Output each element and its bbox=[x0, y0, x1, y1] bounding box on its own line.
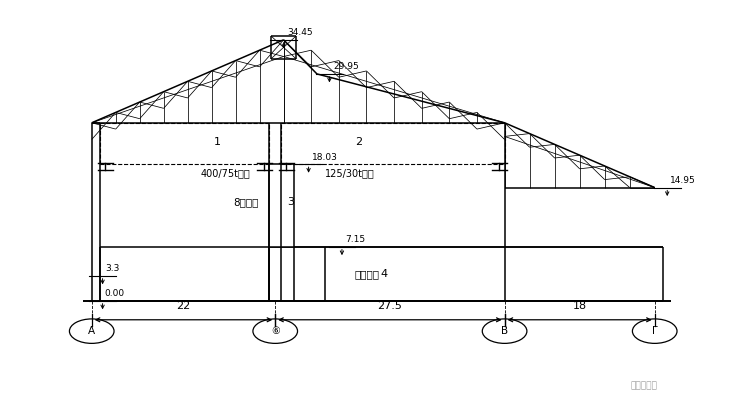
Text: 34.45: 34.45 bbox=[288, 28, 313, 37]
Text: 29.95: 29.95 bbox=[333, 63, 359, 72]
Text: 3: 3 bbox=[287, 197, 294, 207]
Text: 125/30t桥吊: 125/30t桥吊 bbox=[326, 169, 375, 178]
Text: 7.15: 7.15 bbox=[345, 235, 365, 244]
Text: 0.00: 0.00 bbox=[105, 290, 125, 299]
Text: 14.95: 14.95 bbox=[670, 176, 696, 185]
Text: 8号平炉: 8号平炉 bbox=[233, 197, 259, 207]
Text: 18.03: 18.03 bbox=[311, 153, 337, 162]
Text: A: A bbox=[88, 326, 95, 336]
Text: 1: 1 bbox=[213, 137, 221, 147]
Text: 钢结构设计: 钢结构设计 bbox=[630, 381, 657, 390]
Text: ⑥: ⑥ bbox=[271, 326, 279, 336]
Text: 2: 2 bbox=[355, 137, 362, 147]
Text: 3.3: 3.3 bbox=[105, 264, 119, 273]
Text: 22: 22 bbox=[177, 301, 191, 311]
Text: 工作平台: 工作平台 bbox=[355, 269, 379, 279]
Text: Γ: Γ bbox=[652, 326, 658, 336]
Text: 4: 4 bbox=[380, 269, 387, 279]
Text: 18: 18 bbox=[573, 301, 587, 311]
Text: B: B bbox=[501, 326, 508, 336]
Text: 400/75t桥吊: 400/75t桥吊 bbox=[200, 169, 250, 178]
Text: 27.5: 27.5 bbox=[378, 301, 402, 311]
